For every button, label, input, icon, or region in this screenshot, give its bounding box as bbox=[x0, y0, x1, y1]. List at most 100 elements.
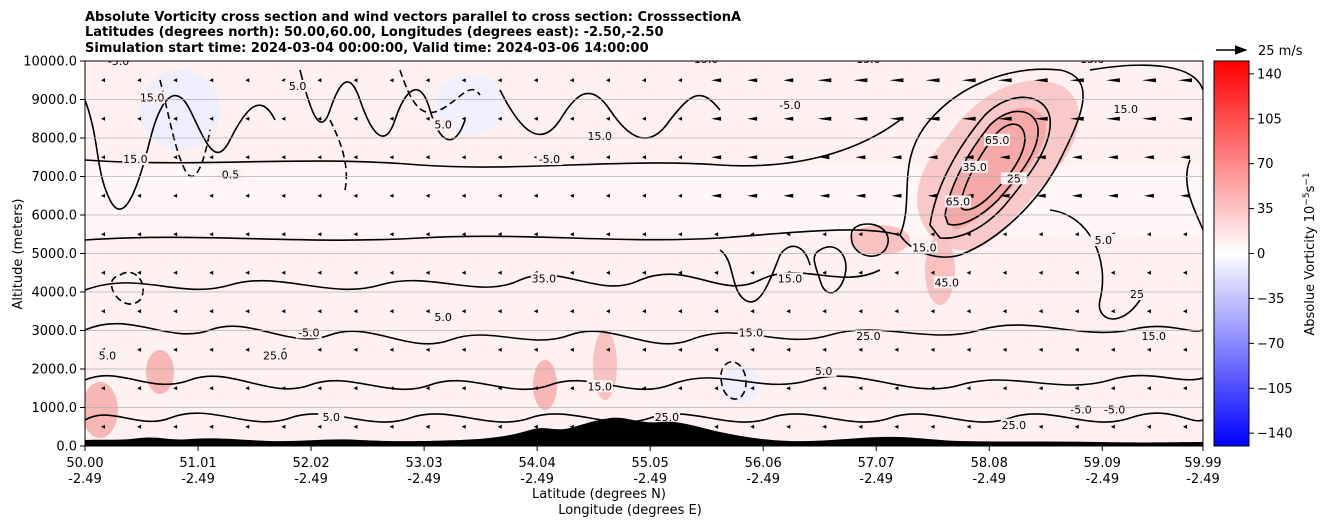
x-tick-label-lon: -2.49 bbox=[407, 472, 441, 487]
wind-vector bbox=[750, 270, 755, 275]
wind-vector bbox=[281, 424, 286, 429]
y-tick-label: 7000.0 bbox=[32, 170, 78, 185]
wind-vector bbox=[389, 347, 394, 352]
wind-vector bbox=[173, 270, 178, 275]
x-tick-label-lat: 59.09 bbox=[1084, 456, 1121, 471]
wind-vector bbox=[425, 78, 430, 83]
wind-vector bbox=[353, 309, 358, 314]
field-blob bbox=[533, 360, 557, 410]
contour-label: 25.0 bbox=[856, 330, 881, 343]
wind-vector bbox=[817, 78, 832, 83]
wind-vector bbox=[714, 424, 719, 429]
wind-vector bbox=[678, 155, 683, 160]
wind-vector bbox=[750, 232, 755, 237]
wind-vector bbox=[245, 347, 250, 352]
contour-label-bg bbox=[217, 168, 244, 181]
contour-line bbox=[813, 246, 847, 294]
wind-vector bbox=[1182, 386, 1187, 391]
wind-vector bbox=[101, 424, 106, 429]
y-tick-label: 8000.0 bbox=[32, 132, 78, 147]
wind-vector bbox=[889, 116, 904, 121]
contour-label: 15.0 bbox=[140, 92, 165, 105]
wind-vector bbox=[1146, 232, 1151, 237]
field-blob-negative bbox=[720, 367, 760, 403]
colorbar-label-text: Absolue Vorticity 10 bbox=[1303, 206, 1318, 336]
contour-line bbox=[85, 412, 1203, 423]
wind-vector bbox=[209, 386, 214, 391]
wind-vector bbox=[858, 424, 863, 429]
wind-vector bbox=[569, 116, 574, 121]
wind-vector bbox=[317, 270, 322, 275]
wind-vector bbox=[891, 193, 902, 198]
contour-label-bg bbox=[1112, 103, 1139, 116]
x-tick-label-lat: 55.05 bbox=[632, 456, 669, 471]
wind-vector bbox=[497, 116, 502, 121]
wind-vector bbox=[1035, 193, 1046, 198]
wind-vector bbox=[317, 193, 322, 198]
wind-vector bbox=[569, 193, 574, 198]
wind-vector bbox=[137, 78, 142, 83]
wind-vector bbox=[569, 347, 574, 352]
contour-label-bg bbox=[777, 99, 804, 112]
contour-label-bg bbox=[933, 276, 960, 289]
wind-vector bbox=[245, 78, 250, 83]
wind-vector bbox=[461, 309, 466, 314]
x-tick-label-lat: 54.04 bbox=[519, 456, 556, 471]
wind-vector bbox=[999, 155, 1010, 160]
contour-label-bg bbox=[1140, 330, 1167, 343]
contour-label-bg bbox=[139, 91, 166, 104]
contour-label: -5.0 bbox=[298, 326, 319, 339]
wind-vector bbox=[209, 232, 214, 237]
contour-label: 25.0 bbox=[263, 349, 288, 362]
x-tick-label-lon: -2.49 bbox=[181, 472, 215, 487]
wind-vector bbox=[101, 386, 106, 391]
wind-vector bbox=[930, 347, 935, 352]
wind-vector bbox=[173, 347, 178, 352]
negative-contours bbox=[110, 69, 747, 400]
wind-vector bbox=[711, 78, 722, 83]
chart-title-line-3: Simulation start time: 2024-03-04 00:00:… bbox=[85, 41, 649, 56]
wind-vector bbox=[997, 78, 1012, 83]
wind-vector bbox=[750, 309, 755, 314]
wind-vector bbox=[101, 155, 106, 160]
wind-vector bbox=[461, 347, 466, 352]
colorbar-tick-label: −70 bbox=[1257, 337, 1284, 352]
wind-vector bbox=[1110, 347, 1115, 352]
contour-label: 15.0 bbox=[1142, 330, 1167, 343]
wind-vector bbox=[642, 270, 646, 275]
contour-label: 15.0 bbox=[856, 53, 881, 66]
wind-vector bbox=[1002, 270, 1007, 275]
y-tick-label: 9000.0 bbox=[32, 93, 78, 108]
wind-vector bbox=[1146, 424, 1151, 429]
wind-vector bbox=[317, 347, 322, 352]
x-tick-label-lon: -2.49 bbox=[1186, 472, 1220, 487]
chart-title-line-1: Absolute Vorticity cross section and win… bbox=[85, 10, 741, 25]
wind-vector bbox=[1141, 78, 1156, 83]
wind-vector bbox=[173, 386, 178, 391]
wind-vector bbox=[173, 424, 178, 429]
x-tick-label-lat: 50.00 bbox=[66, 456, 103, 471]
contour-label-bg bbox=[1101, 403, 1128, 416]
wind-vector bbox=[425, 232, 430, 237]
wind-vector bbox=[894, 232, 899, 237]
x-tick-label-lon: -2.49 bbox=[68, 472, 102, 487]
y-tick-label: 2000.0 bbox=[32, 363, 78, 378]
wind-vector bbox=[894, 270, 899, 275]
wind-vector bbox=[137, 232, 142, 237]
colorbar-label: Absolue Vorticity 10−5s−1 bbox=[1302, 172, 1318, 335]
x-tick-label-lat: 58.08 bbox=[971, 456, 1008, 471]
contour-label-bg bbox=[693, 61, 720, 65]
wind-vector bbox=[1002, 347, 1007, 352]
contour-label-bg bbox=[737, 326, 764, 339]
chart-title-line-2: Latitudes (degrees north): 50.00,60.00, … bbox=[85, 25, 664, 40]
wind-vector bbox=[1146, 270, 1151, 275]
contour-label: 5.0 bbox=[322, 411, 340, 424]
contour-label-bg bbox=[944, 195, 971, 208]
wind-vector bbox=[927, 155, 938, 160]
contour-label-bg bbox=[1123, 287, 1150, 300]
wind-vector bbox=[353, 386, 358, 391]
wind-vector bbox=[930, 232, 935, 237]
wind-vector bbox=[1107, 155, 1118, 160]
wind-vector bbox=[819, 155, 830, 160]
wind-vector bbox=[137, 347, 142, 352]
